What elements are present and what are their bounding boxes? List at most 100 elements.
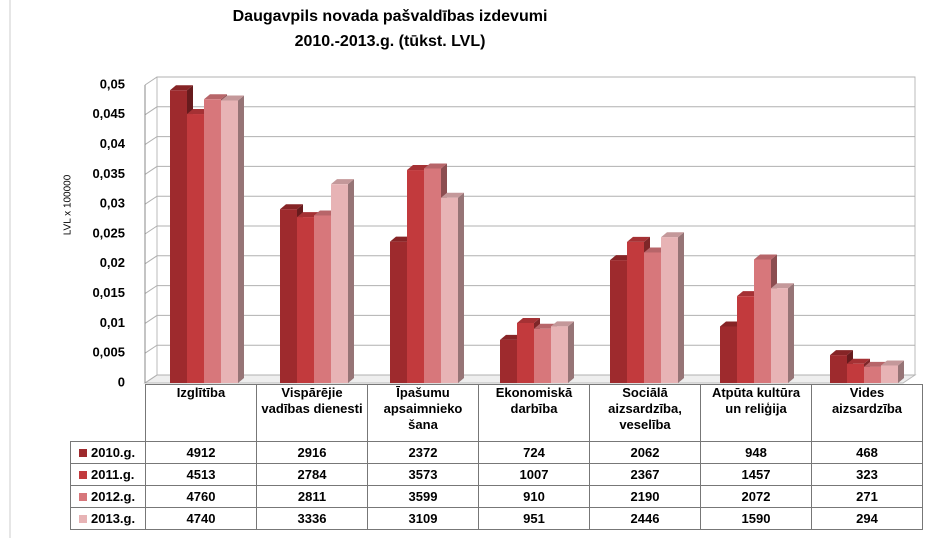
legend-label: 2012.g. [91,489,136,504]
value-cell: 2916 [256,441,368,464]
bar-top [754,254,777,260]
bar-front [661,237,678,383]
value-cell: 271 [811,485,923,508]
value-cell: 2811 [256,485,368,508]
legend-swatch [79,449,87,457]
bar [221,95,244,383]
legend-cell: 2012.g. [70,485,146,508]
grid-line [144,76,915,86]
bar [771,283,794,383]
bar-front [610,260,627,383]
y-tick-label: 0,01 [100,315,125,330]
category-label: Atpūta kultūra un reliģija [700,384,812,442]
y-tick-label: 0,04 [100,136,126,151]
value-cell: 2062 [589,441,701,464]
value-cell: 2372 [367,441,479,464]
value-cell: 724 [478,441,590,464]
y-tick-label: 0,045 [92,106,125,121]
y-tick-label: 0,02 [100,255,125,270]
bar-top [551,321,574,327]
bar-top [627,236,650,242]
data-table: Izglītība Vispārējie vadības dienesti Īpaš… [70,384,923,530]
value-cell: 2446 [589,507,701,530]
value-cell: 3573 [367,463,479,486]
bar [881,360,904,383]
bar-front [424,168,441,383]
bar-front [847,363,864,383]
value-cell: 1007 [478,463,590,486]
bar [441,192,464,383]
value-cell: 4912 [145,441,257,464]
table-row: 2010.g. 4912 2916 2372 724 2062 948 468 [70,441,923,464]
bar-front [331,184,348,383]
bar [551,321,574,383]
bar-top [280,204,303,210]
legend-label: 2011.g. [91,467,135,482]
bar-top [661,232,684,238]
bar-top [170,85,193,91]
table-row: 2012.g. 4760 2811 3599 910 2190 2072 271 [70,485,923,508]
bar-top [830,350,853,356]
bar-top [204,94,227,100]
y-tick-label: 0,03 [100,196,125,211]
value-cell: 4760 [145,485,257,508]
y-tick-label: 0 [118,374,125,389]
bar-top [424,163,447,169]
bar-front [754,259,771,383]
bar-front [204,99,221,383]
grid-line [144,106,915,116]
legend-cell: 2011.g. [70,463,146,486]
bar-front [187,114,204,383]
category-label: Īpašumu apsaimnieko šana [367,384,479,442]
grid-line [144,165,915,175]
bar-front [644,252,661,383]
y-tick-label: 0,025 [92,225,125,240]
bar-front [534,328,551,383]
table-header-row: Izglītība Vispārējie vadības dienesti Īpaš… [70,384,923,442]
legend-label: 2010.g. [91,445,136,460]
bar-front [881,365,898,383]
value-cell: 951 [478,507,590,530]
table-row: 2013.g. 4740 3336 3109 951 2446 1590 294 [70,507,923,530]
y-tick-label: 0,015 [92,285,125,300]
legend-cell: 2013.g. [70,507,146,530]
grid-line [144,195,915,205]
value-cell: 2784 [256,463,368,486]
bar-front [517,322,534,383]
legend-swatch [79,471,87,479]
bar-top [441,192,464,198]
category-label: Vispārējie vadības dienesti [256,384,368,442]
y-tick-label: 0,005 [92,345,125,360]
grid-line [144,225,915,235]
value-cell: 4740 [145,507,257,530]
bar-side [238,95,244,383]
bar-side [898,360,904,383]
bar-side [348,179,354,383]
value-cell: 3599 [367,485,479,508]
bar-front [170,90,187,383]
value-cell: 1590 [700,507,812,530]
bar-front [551,326,568,383]
value-cell: 4513 [145,463,257,486]
y-tick-label: 0,035 [92,166,125,181]
bar-top [221,95,244,101]
bar-front [280,209,297,383]
bar-top [881,360,904,366]
corner-cell [70,384,146,442]
bar-front [297,217,314,383]
bar-front [221,100,238,383]
bar-top [847,358,870,364]
bar-front [627,241,644,383]
value-cell: 2190 [589,485,701,508]
bar-side [458,192,464,383]
value-cell: 468 [811,441,923,464]
bar-top [771,283,794,289]
value-cell: 294 [811,507,923,530]
y-tick-label: 0,05 [100,76,125,91]
value-cell: 1457 [700,463,812,486]
legend-cell: 2010.g. [70,441,146,464]
grid-line [144,136,915,146]
category-label: Sociālā aizsardzība, veselība [589,384,701,442]
value-cell: 910 [478,485,590,508]
